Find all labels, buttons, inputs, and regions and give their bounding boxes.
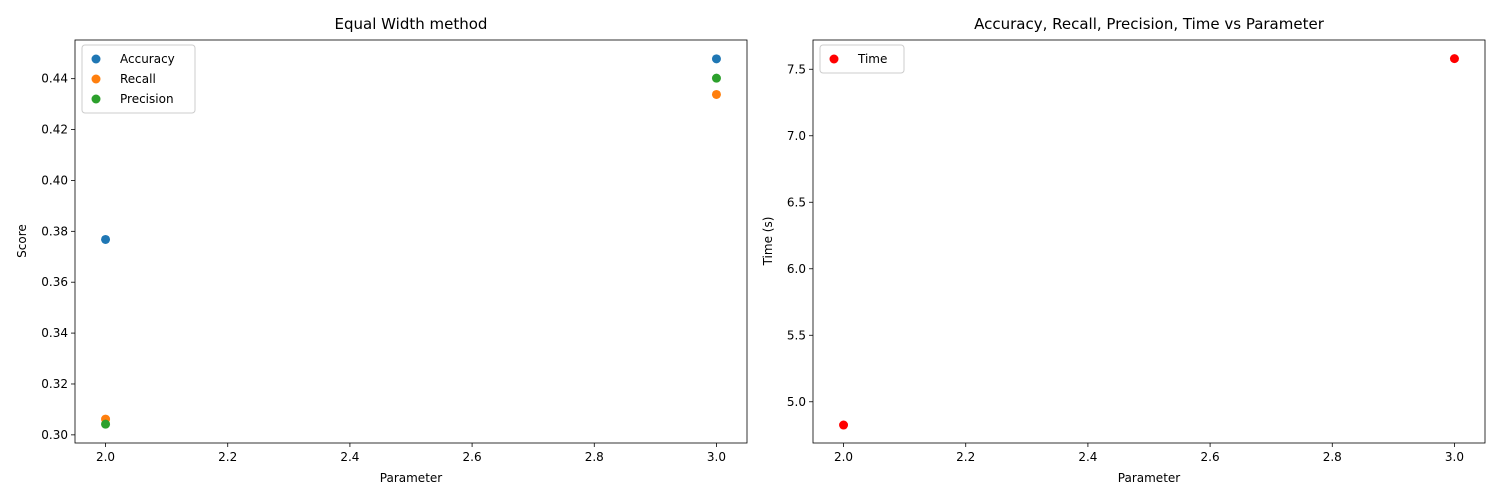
y-axis-label: Score [15, 224, 29, 258]
legend-label: Accuracy [120, 52, 175, 66]
y-axis-ticks: 5.0 5.5 6.0 6.5 7.0 7.5 [787, 62, 813, 409]
x-tick-label: 2.4 [1078, 450, 1097, 464]
chart-title: Equal Width method [335, 15, 488, 33]
time-scatter-chart: Accuracy, Recall, Precision, Time vs Par… [761, 15, 1486, 485]
y-tick-label: 5.5 [787, 328, 806, 342]
x-tick-label: 2.6 [1201, 450, 1220, 464]
data-points [839, 54, 1459, 430]
y-axis-ticks: 0.30 0.32 0.34 0.36 0.38 0.40 0.42 0.44 [41, 72, 75, 442]
legend-marker [91, 94, 101, 104]
score-scatter-chart: Equal Width method Parameter Score 2.0 2.… [15, 15, 748, 485]
legend-marker [91, 54, 101, 64]
x-tick-label: 2.6 [463, 450, 482, 464]
x-tick-label: 2.8 [1323, 450, 1342, 464]
legend-label: Time [857, 52, 887, 66]
x-tick-label: 2.4 [340, 450, 359, 464]
data-point-recall [711, 89, 721, 99]
y-tick-label: 0.40 [41, 173, 68, 187]
x-tick-label: 3.0 [1445, 450, 1464, 464]
y-tick-label: 0.32 [41, 377, 68, 391]
y-tick-label: 0.34 [41, 326, 68, 340]
x-tick-label: 3.0 [707, 450, 726, 464]
data-points [101, 54, 721, 429]
legend-marker [91, 74, 101, 84]
x-tick-label: 2.8 [585, 450, 604, 464]
x-axis-ticks: 2.0 2.2 2.4 2.6 2.8 3.0 [96, 443, 726, 464]
y-tick-label: 5.0 [787, 395, 806, 409]
data-point-accuracy [711, 54, 721, 64]
y-tick-label: 0.36 [41, 275, 68, 289]
x-axis-label: Parameter [380, 471, 442, 485]
plot-area-frame [812, 39, 1486, 444]
data-point-accuracy [101, 234, 111, 244]
y-tick-label: 6.0 [787, 262, 806, 276]
data-point-precision [711, 73, 721, 83]
y-axis-label: Time (s) [761, 217, 775, 267]
data-point-precision [101, 419, 111, 429]
y-tick-label: 0.44 [41, 72, 68, 86]
legend: Accuracy Recall Precision [81, 44, 196, 114]
legend-marker [829, 54, 839, 64]
x-axis-label: Parameter [1118, 471, 1180, 485]
y-tick-label: 0.42 [41, 123, 68, 137]
y-tick-label: 0.30 [41, 428, 68, 442]
x-tick-label: 2.0 [96, 450, 115, 464]
x-tick-label: 2.0 [834, 450, 853, 464]
legend-frame [819, 44, 905, 74]
legend-label: Precision [120, 92, 174, 106]
x-tick-label: 2.2 [218, 450, 237, 464]
data-point-time [839, 420, 849, 430]
chart-title: Accuracy, Recall, Precision, Time vs Par… [974, 15, 1325, 33]
legend: Time [819, 44, 905, 74]
legend-frame [81, 44, 196, 114]
y-tick-label: 7.0 [787, 129, 806, 143]
x-axis-ticks: 2.0 2.2 2.4 2.6 2.8 3.0 [834, 443, 1464, 464]
legend-label: Recall [120, 72, 156, 86]
y-tick-label: 6.5 [787, 195, 806, 209]
y-tick-label: 0.38 [41, 224, 68, 238]
x-tick-label: 2.2 [956, 450, 975, 464]
data-point-time [1449, 54, 1459, 64]
y-tick-label: 7.5 [787, 62, 806, 76]
